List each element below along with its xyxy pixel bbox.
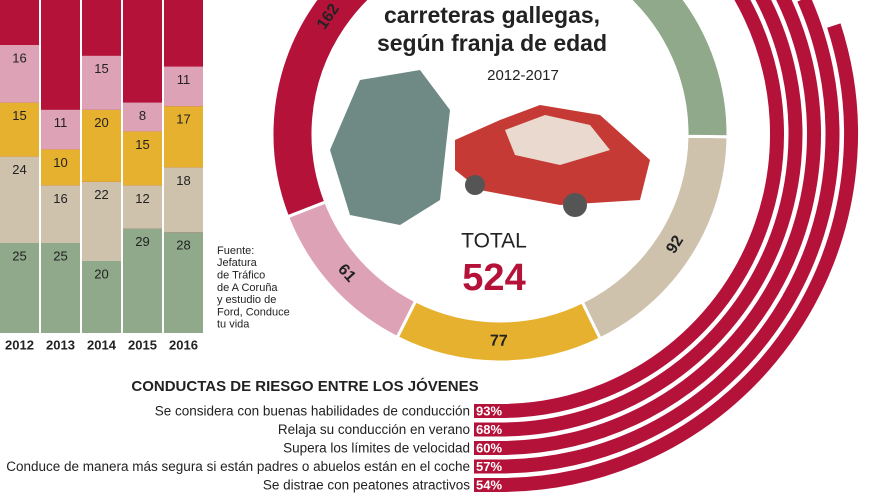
segment-label: 16 — [53, 191, 67, 206]
segment-label: 15 — [94, 61, 108, 76]
segment-label: 20 — [94, 115, 108, 130]
x-tick-label: 2016 — [169, 337, 198, 352]
segment-label: 77 — [490, 333, 508, 350]
arc-bar-chart: 93% Se considera con buenas habilidades d… — [6, 0, 858, 493]
segment-label: 24 — [12, 162, 26, 177]
bar-segment — [41, 185, 80, 243]
wheel — [563, 193, 587, 217]
bar-segment — [41, 243, 80, 333]
value-label: 68% — [476, 422, 502, 437]
category-label: Supera los límites de velocidad — [283, 441, 470, 456]
donut-subtitle: 2012-2017 — [487, 67, 559, 84]
value-label: 93% — [476, 403, 502, 418]
segment-label: 16 — [12, 50, 26, 65]
segment-label: 10 — [53, 155, 67, 170]
bar-segment — [41, 149, 80, 186]
total-label: TOTAL — [461, 230, 527, 253]
segment-label: 11 — [177, 72, 191, 87]
bar-segment — [82, 55, 121, 110]
arc-bar — [474, 0, 784, 418]
category-label: Conduce de manera más segura si están pa… — [6, 459, 470, 474]
category-label: Se distrae con peatones atractivos — [263, 478, 470, 493]
source-line: de A Coruña — [217, 282, 278, 294]
bar-segment — [164, 167, 203, 233]
list-title: CONDUCTAS DE RIESGO ENTRE LOS JÓVENES — [131, 377, 478, 395]
donut-title: según franja de edad — [377, 30, 607, 56]
donut-segment — [628, 0, 730, 139]
source-line: Ford, Conduce — [217, 306, 290, 318]
bar-segment — [82, 261, 121, 333]
bar-segment — [164, 106, 203, 168]
segment-label: 25 — [12, 248, 26, 263]
segment-label: 8 — [139, 108, 146, 123]
arc-bar — [474, 0, 821, 455]
car-illustration — [330, 70, 650, 225]
source-line: y estudio de — [217, 294, 276, 306]
bar-segment — [123, 102, 162, 132]
segment-label: 11 — [54, 115, 68, 130]
x-tick-label: 2014 — [87, 337, 117, 352]
source-line: Jefatura — [217, 257, 258, 269]
x-tick-label: 2012 — [5, 337, 34, 352]
donut-title: carreteras gallegas, — [384, 2, 600, 28]
bar-segment — [123, 228, 162, 333]
value-label: 54% — [476, 477, 502, 492]
x-tick-label: 2015 — [128, 337, 157, 352]
source-line: de Tráfico — [217, 270, 265, 282]
segment-label: 12 — [135, 191, 149, 206]
segment-label: 25 — [53, 248, 67, 263]
segment-label: 28 — [176, 238, 190, 253]
arc-bar — [474, 0, 840, 474]
segment-label: 29 — [135, 234, 149, 249]
bar-segment — [82, 109, 121, 182]
bar-segment — [0, 156, 39, 243]
x-tick-label: 2013 — [46, 337, 75, 352]
source-line: Fuente: — [217, 245, 254, 257]
segment-label: 15 — [12, 108, 26, 123]
total-value: 524 — [462, 257, 525, 299]
bar-segment — [41, 109, 80, 150]
segment-label: 22 — [94, 187, 108, 202]
arc-bar — [474, 0, 803, 437]
arc-bar — [474, 23, 858, 492]
category-label: Relaja su conducción en verano — [278, 422, 470, 437]
grey-car — [330, 70, 450, 225]
bar-segment — [164, 66, 203, 107]
segment-label: 15 — [135, 137, 149, 152]
bar-segment — [0, 243, 39, 333]
segment-label: 92 — [663, 233, 687, 257]
wheel — [465, 175, 485, 195]
bar-segment — [82, 181, 121, 261]
bar-segment — [164, 232, 203, 333]
segment-label: 17 — [176, 112, 190, 127]
bar-segment — [123, 131, 162, 186]
segment-label: 20 — [94, 266, 108, 281]
car-window — [505, 115, 610, 165]
bar-segment — [123, 185, 162, 229]
source-line: tu vida — [217, 319, 250, 331]
value-label: 57% — [476, 459, 502, 474]
segment-label: 18 — [176, 173, 190, 188]
donut-chart: carreteras gallegas, según franja de eda… — [270, 0, 730, 364]
stacked-bar-chart: 2524151620122516101120132022201520142912… — [0, 0, 203, 352]
category-label: Se considera con buenas habilidades de c… — [155, 404, 470, 419]
bar-segment — [0, 45, 39, 103]
bar-segment — [0, 102, 39, 157]
value-label: 60% — [476, 440, 502, 455]
